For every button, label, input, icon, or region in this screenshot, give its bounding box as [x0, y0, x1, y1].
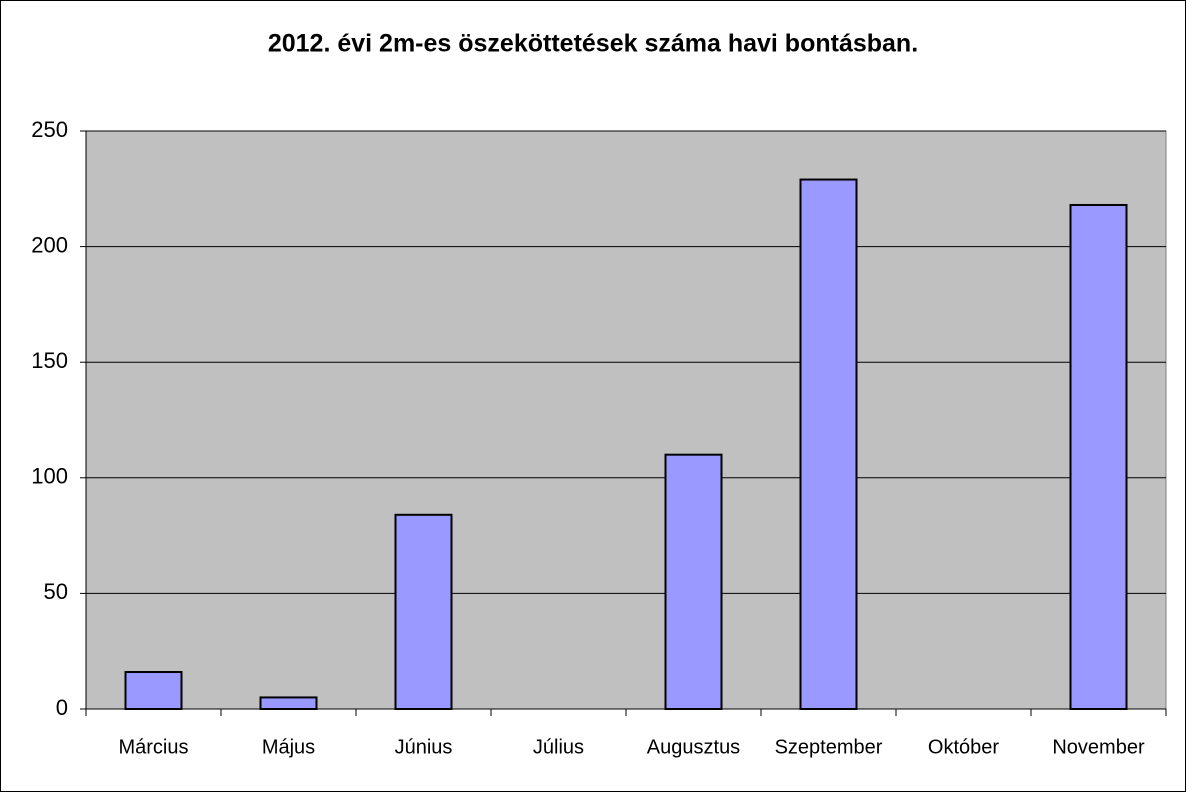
y-tick-label: 100 — [31, 464, 68, 489]
chart-title: 2012. évi 2m-es öszeköttetések száma hav… — [268, 30, 918, 58]
x-tick-label: Október — [928, 736, 999, 758]
x-tick-label: Július — [533, 736, 584, 758]
y-tick-label: 150 — [31, 348, 68, 373]
plot-area — [85, 130, 1167, 710]
x-tick-label: Június — [395, 736, 453, 758]
bar — [1069, 203, 1128, 710]
x-tick-label: Augusztus — [647, 736, 740, 758]
x-tick-label: November — [1052, 736, 1145, 758]
bar — [664, 453, 723, 710]
y-tick-label: 250 — [31, 117, 68, 142]
x-tick-label: Május — [262, 736, 315, 758]
y-tick-label: 200 — [31, 232, 68, 257]
bar — [259, 696, 318, 711]
x-tick-label: Szeptember — [775, 736, 883, 758]
y-tick-label: 50 — [44, 579, 68, 604]
bar — [124, 671, 183, 710]
y-tick-label: 0 — [56, 695, 68, 720]
bar — [394, 513, 453, 710]
bar — [799, 178, 858, 710]
x-tick-label: Március — [118, 736, 188, 758]
